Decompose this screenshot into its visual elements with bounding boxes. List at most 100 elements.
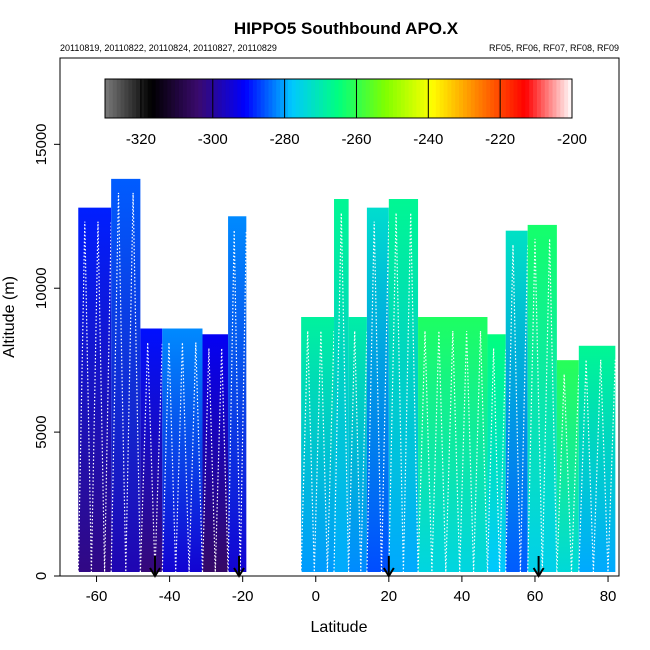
x-tick-label: -20: [232, 588, 254, 605]
flight-track: [556, 374, 580, 573]
x-tick-label: -60: [86, 588, 108, 605]
colorbar-segment: [326, 79, 332, 118]
colorbar-segment: [268, 79, 273, 118]
flight-column-5: [227, 216, 247, 573]
flight-track: [505, 244, 529, 573]
colorbar-segment: [459, 79, 464, 118]
colorbar-segment: [272, 79, 277, 118]
colorbar-segment: [105, 79, 110, 118]
flight-column-fill: [578, 345, 616, 572]
y-tick-label: 0: [33, 572, 50, 580]
colorbar-segment: [521, 79, 526, 118]
colorbar-segment: [229, 79, 234, 118]
colorbar-segment: [241, 79, 246, 118]
colorbar-segment: [221, 79, 227, 118]
flight-column-fill: [418, 317, 488, 572]
x-tick-label: 40: [454, 588, 471, 605]
flight-column-6: [300, 317, 335, 573]
flight-column-9: [366, 207, 390, 573]
colorbar-segment: [396, 79, 402, 118]
flight-track: [227, 230, 247, 573]
colorbar-segment: [151, 79, 157, 118]
flight-column-2: [139, 328, 163, 573]
colorbar-segment: [136, 79, 141, 118]
flight-track: [201, 348, 229, 573]
y-tick-label: 15000: [33, 123, 50, 165]
flight-column-fill: [162, 328, 203, 572]
colorbar-segment: [206, 79, 211, 118]
colorbar-segment: [217, 79, 223, 118]
colorbar-segment: [455, 79, 460, 118]
colorbar-segment: [540, 79, 546, 118]
chart-subtitle-flights: RF05, RF06, RF07, RF08, RF09: [489, 43, 619, 53]
colorbar-segment: [447, 79, 452, 118]
colorbar-segment: [482, 79, 487, 118]
colorbar-segment: [128, 79, 133, 118]
colorbar-segment: [116, 79, 122, 118]
flight-track: [110, 192, 141, 573]
flight-column-fill: [388, 199, 419, 572]
colorbar-segment: [322, 79, 328, 118]
colorbar-segment: [533, 79, 538, 118]
colorbar-segment: [548, 79, 554, 118]
colorbar-segment: [474, 79, 480, 118]
colorbar-segment: [486, 79, 491, 118]
flight-track: [366, 221, 390, 573]
colorbar-segment: [175, 79, 180, 118]
colorbar-segment: [361, 79, 367, 118]
colorbar-segment: [159, 79, 164, 118]
colorbar-segment: [431, 79, 437, 118]
colorbar-segment: [143, 79, 149, 118]
colorbar-segment: [404, 79, 410, 118]
flight-column-1: [110, 178, 141, 573]
flight-column-15: [556, 360, 580, 573]
colorbar-segment: [346, 79, 351, 118]
x-tick-label: -40: [159, 588, 181, 605]
flight-track: [388, 212, 419, 573]
colorbar-segment: [416, 79, 421, 118]
colorbar-segment: [525, 79, 530, 118]
colorbar-segment: [112, 79, 118, 118]
flight-column-10: [388, 199, 419, 573]
colorbar-segment: [560, 79, 565, 118]
colorbar-tick-label: -300: [198, 131, 228, 148]
colorbar-segment: [369, 79, 375, 118]
colorbar-segment: [287, 79, 293, 118]
colorbar-segment: [451, 79, 456, 118]
flight-track: [417, 330, 489, 573]
colorbar-segment: [439, 79, 445, 118]
colorbar-segment: [424, 79, 429, 118]
colorbar-segment: [264, 79, 269, 118]
colorbar-segment: [513, 79, 519, 118]
flight-column-7: [333, 199, 350, 573]
colorbar-segment: [315, 79, 320, 118]
flight-track: [348, 330, 368, 573]
x-tick-label: 0: [312, 588, 320, 605]
colorbar-segment: [190, 79, 196, 118]
colorbar-segment: [443, 79, 448, 118]
colorbar-segment: [155, 79, 160, 118]
flight-column-8: [348, 317, 368, 573]
colorbar-segment: [470, 79, 476, 118]
colorbar-segment: [291, 79, 297, 118]
colorbar-segment: [509, 79, 515, 118]
colorbar-segment: [140, 79, 145, 118]
plot-frame: [59, 57, 620, 577]
chart-title: HIPPO5 Southbound APO.X: [234, 19, 459, 38]
colorbar-segment: [505, 79, 511, 118]
colorbar-segment: [120, 79, 125, 118]
flight-column-14: [527, 224, 558, 573]
colorbar-segment: [420, 79, 425, 118]
flight-column-fill: [202, 334, 229, 572]
colorbar-segment: [245, 79, 250, 118]
colorbar-segment: [517, 79, 522, 118]
flight-column-11: [417, 317, 489, 573]
colorbar-segment: [233, 79, 238, 118]
colorbar-segment: [276, 79, 281, 118]
colorbar-segment: [303, 79, 308, 118]
colorbar-segment: [237, 79, 242, 118]
flight-column-fill: [487, 334, 506, 572]
colorbar-segment: [463, 79, 468, 118]
